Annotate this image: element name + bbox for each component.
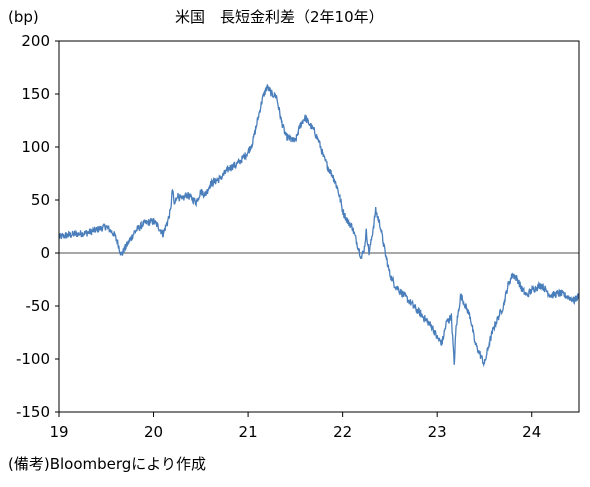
- x-axis-tick-labels: 19 20 21 22 23 24: [49, 412, 541, 441]
- y-tick-label: 200: [21, 32, 50, 50]
- y-tick-label: 0: [40, 244, 50, 262]
- y-tick-label: 150: [21, 85, 50, 103]
- series-line: [58, 84, 580, 368]
- x-tick-label: 22: [333, 423, 352, 441]
- y-tick-label: -100: [16, 350, 50, 368]
- x-tick-label: 23: [428, 423, 447, 441]
- plot-frame: [58, 40, 580, 413]
- x-tick-label: 20: [144, 423, 163, 441]
- y-tick-label: -50: [26, 297, 51, 315]
- y-tick-label: 50: [31, 191, 50, 209]
- x-tick-label: 19: [49, 423, 68, 441]
- y-axis-tick-labels: 200 150 100 50 0 -50 -100 -150: [16, 32, 59, 421]
- y-tick-label: -150: [16, 403, 50, 421]
- source-note: (備考)Bloombergにより作成: [8, 455, 207, 473]
- y-tick-label: 100: [21, 138, 50, 156]
- x-tick-label: 21: [239, 423, 258, 441]
- unit-label: (bp): [8, 8, 39, 26]
- x-tick-label: 24: [522, 423, 541, 441]
- chart-title: 米国 長短金利差（2年10年）: [175, 8, 384, 26]
